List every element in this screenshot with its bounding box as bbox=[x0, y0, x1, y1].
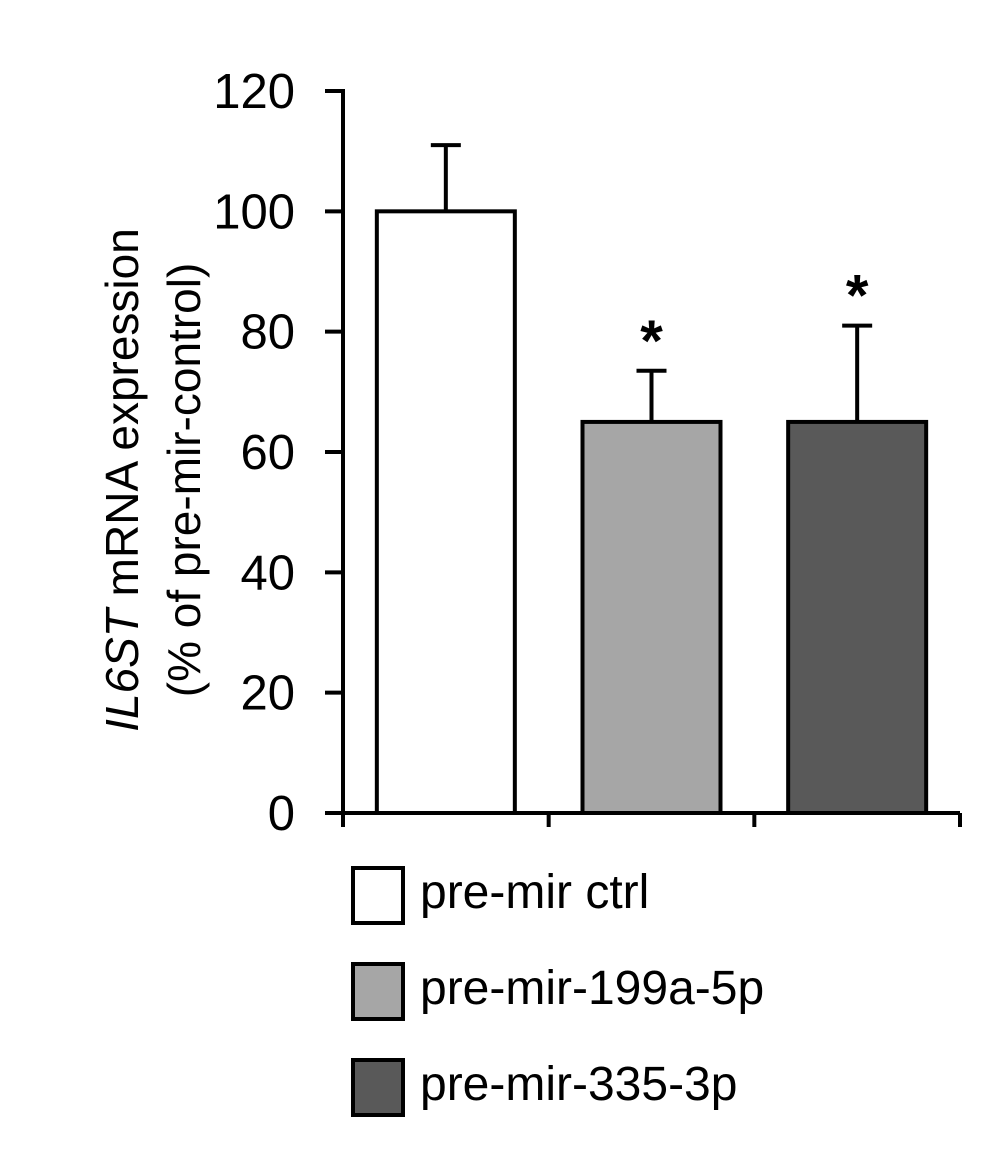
bar bbox=[786, 419, 929, 815]
legend-swatch bbox=[351, 866, 405, 925]
bar bbox=[580, 419, 723, 815]
y-tick-label: 40 bbox=[240, 546, 295, 600]
legend-swatch bbox=[351, 1058, 405, 1117]
significance-marker: * bbox=[846, 264, 869, 329]
y-axis-title-line-1: IL6ST mRNA expression bbox=[96, 228, 148, 732]
y-axis-title-text: mRNA expression bbox=[96, 228, 148, 609]
y-axis-title: IL6ST mRNA expression (% of pre-mir-cont… bbox=[96, 228, 210, 732]
bar bbox=[374, 209, 517, 816]
y-tick-label: 20 bbox=[240, 667, 295, 721]
legend-swatch bbox=[351, 962, 405, 1021]
y-axis-title-line-2: (% of pre-mir-control) bbox=[158, 263, 210, 698]
significance-marker: * bbox=[640, 309, 663, 374]
y-tick-label: 100 bbox=[213, 185, 295, 239]
legend-label: pre-mir-199a-5p bbox=[420, 962, 764, 1015]
y-tick-label: 60 bbox=[240, 426, 295, 480]
y-tick-label: 120 bbox=[213, 65, 295, 119]
legend-label: pre-mir-335-3p bbox=[420, 1058, 737, 1111]
y-tick-label: 0 bbox=[268, 787, 295, 841]
y-axis-title-gene: IL6ST bbox=[96, 606, 148, 732]
legend-label: pre-mir ctrl bbox=[420, 866, 649, 919]
y-tick-label: 80 bbox=[240, 306, 295, 360]
